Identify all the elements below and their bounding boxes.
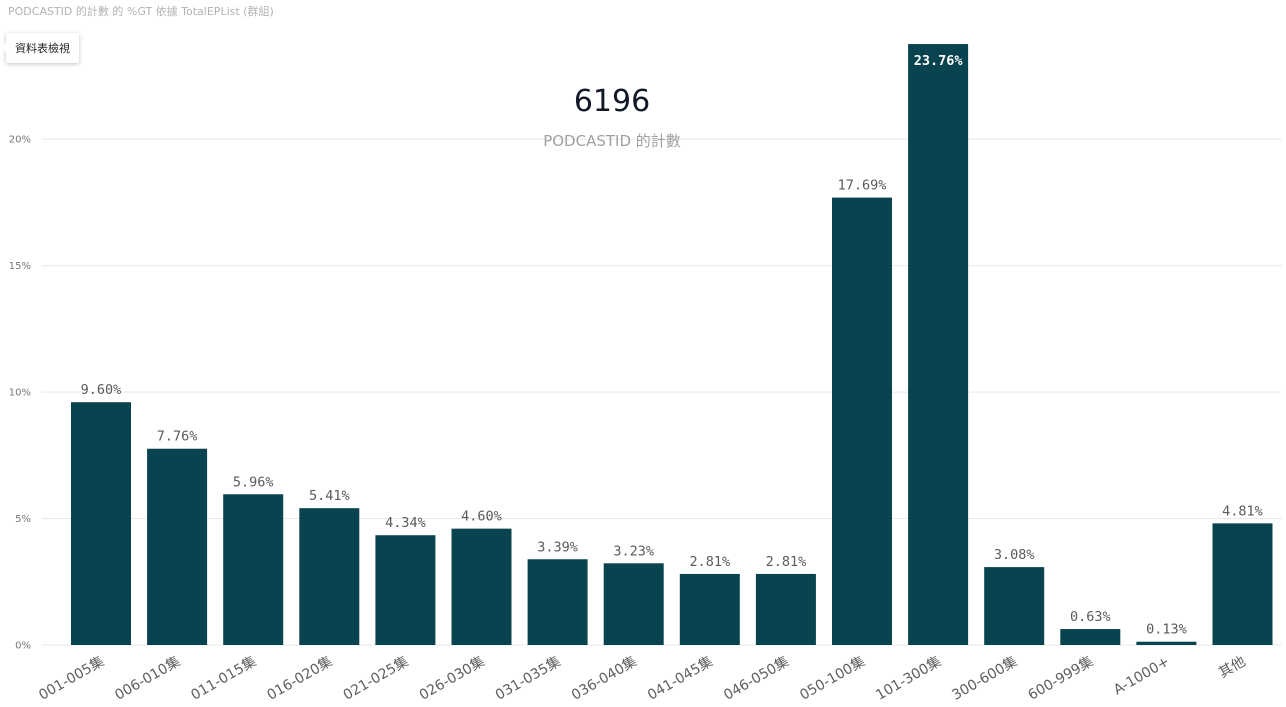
data-label: 17.69% — [838, 178, 887, 194]
data-label: 4.81% — [1222, 503, 1263, 519]
category-label: 036-040集 — [568, 653, 639, 704]
bar[interactable] — [375, 535, 436, 645]
bar[interactable] — [527, 559, 588, 645]
data-label: 5.96% — [233, 474, 274, 490]
x-axis: 001-005集 006-010集 011-015集 016-020集 021-025集… — [36, 653, 1249, 704]
data-label: 4.34% — [385, 515, 426, 531]
category-label: 021-025集 — [340, 653, 411, 704]
bar[interactable] — [71, 402, 131, 645]
bars — [71, 44, 1273, 645]
category-label: 101-300集 — [873, 653, 944, 704]
y-tick-label: 20% — [9, 135, 31, 146]
data-label: 23.76% — [914, 53, 964, 69]
y-tick-label: 10% — [9, 388, 31, 399]
category-label: 011-015集 — [188, 653, 259, 704]
bar[interactable] — [299, 508, 360, 645]
bar[interactable] — [1136, 641, 1197, 645]
category-label: 其他 — [1216, 654, 1248, 682]
bar[interactable] — [984, 567, 1045, 645]
category-label: 041-045集 — [645, 653, 716, 704]
category-label: 016-020集 — [264, 653, 335, 704]
bar[interactable] — [603, 563, 664, 645]
visual-header-title: PODCASTID 的計數 的 %GT 依據 TotalEPList (群組) — [8, 5, 274, 18]
y-axis: 0% 5% 10% 15% 20% — [9, 135, 31, 652]
bar[interactable] — [755, 573, 816, 645]
data-label: 2.81% — [689, 554, 730, 570]
bar[interactable] — [1212, 523, 1273, 645]
category-label: 050-100集 — [797, 653, 868, 704]
card-label: PODCASTID 的計數 — [543, 132, 681, 150]
data-label: 3.39% — [537, 539, 578, 555]
data-label: 3.08% — [994, 547, 1035, 563]
data-labels: 9.60% 7.76% 5.96% 5.41% 4.34% 4.60% 3.39% 3.23%… — [81, 53, 1263, 638]
y-tick-label: 5% — [15, 514, 31, 525]
data-label: 3.23% — [613, 543, 654, 559]
category-label: 600-999集 — [1025, 653, 1096, 704]
data-label: 7.76% — [157, 429, 198, 445]
bar[interactable] — [1060, 629, 1121, 645]
bar[interactable] — [908, 44, 969, 645]
bar[interactable] — [679, 573, 740, 645]
data-label: 2.81% — [766, 554, 807, 570]
category-label: 006-010集 — [112, 653, 183, 704]
bar[interactable] — [451, 528, 512, 645]
category-label: 300-600集 — [949, 653, 1020, 704]
category-label: 001-005集 — [36, 653, 107, 704]
y-tick-label: 0% — [15, 641, 31, 652]
table-view-tooltip[interactable]: 資料表檢視 — [1, 33, 79, 63]
data-label: 5.41% — [309, 488, 350, 504]
category-label: 026-030集 — [416, 653, 487, 704]
data-label: 0.13% — [1146, 622, 1187, 638]
category-label: 031-035集 — [492, 653, 563, 704]
bar[interactable] — [147, 448, 208, 645]
bar[interactable] — [832, 197, 892, 645]
bar[interactable] — [223, 494, 284, 645]
card-value: 6196 — [573, 84, 651, 119]
data-label: 9.60% — [81, 382, 122, 398]
category-label: 046-050集 — [721, 653, 792, 704]
data-label: 4.60% — [461, 509, 502, 525]
y-tick-label: 15% — [9, 261, 31, 272]
category-label: A-1000+ — [1111, 654, 1172, 699]
data-label: 0.63% — [1070, 609, 1111, 625]
